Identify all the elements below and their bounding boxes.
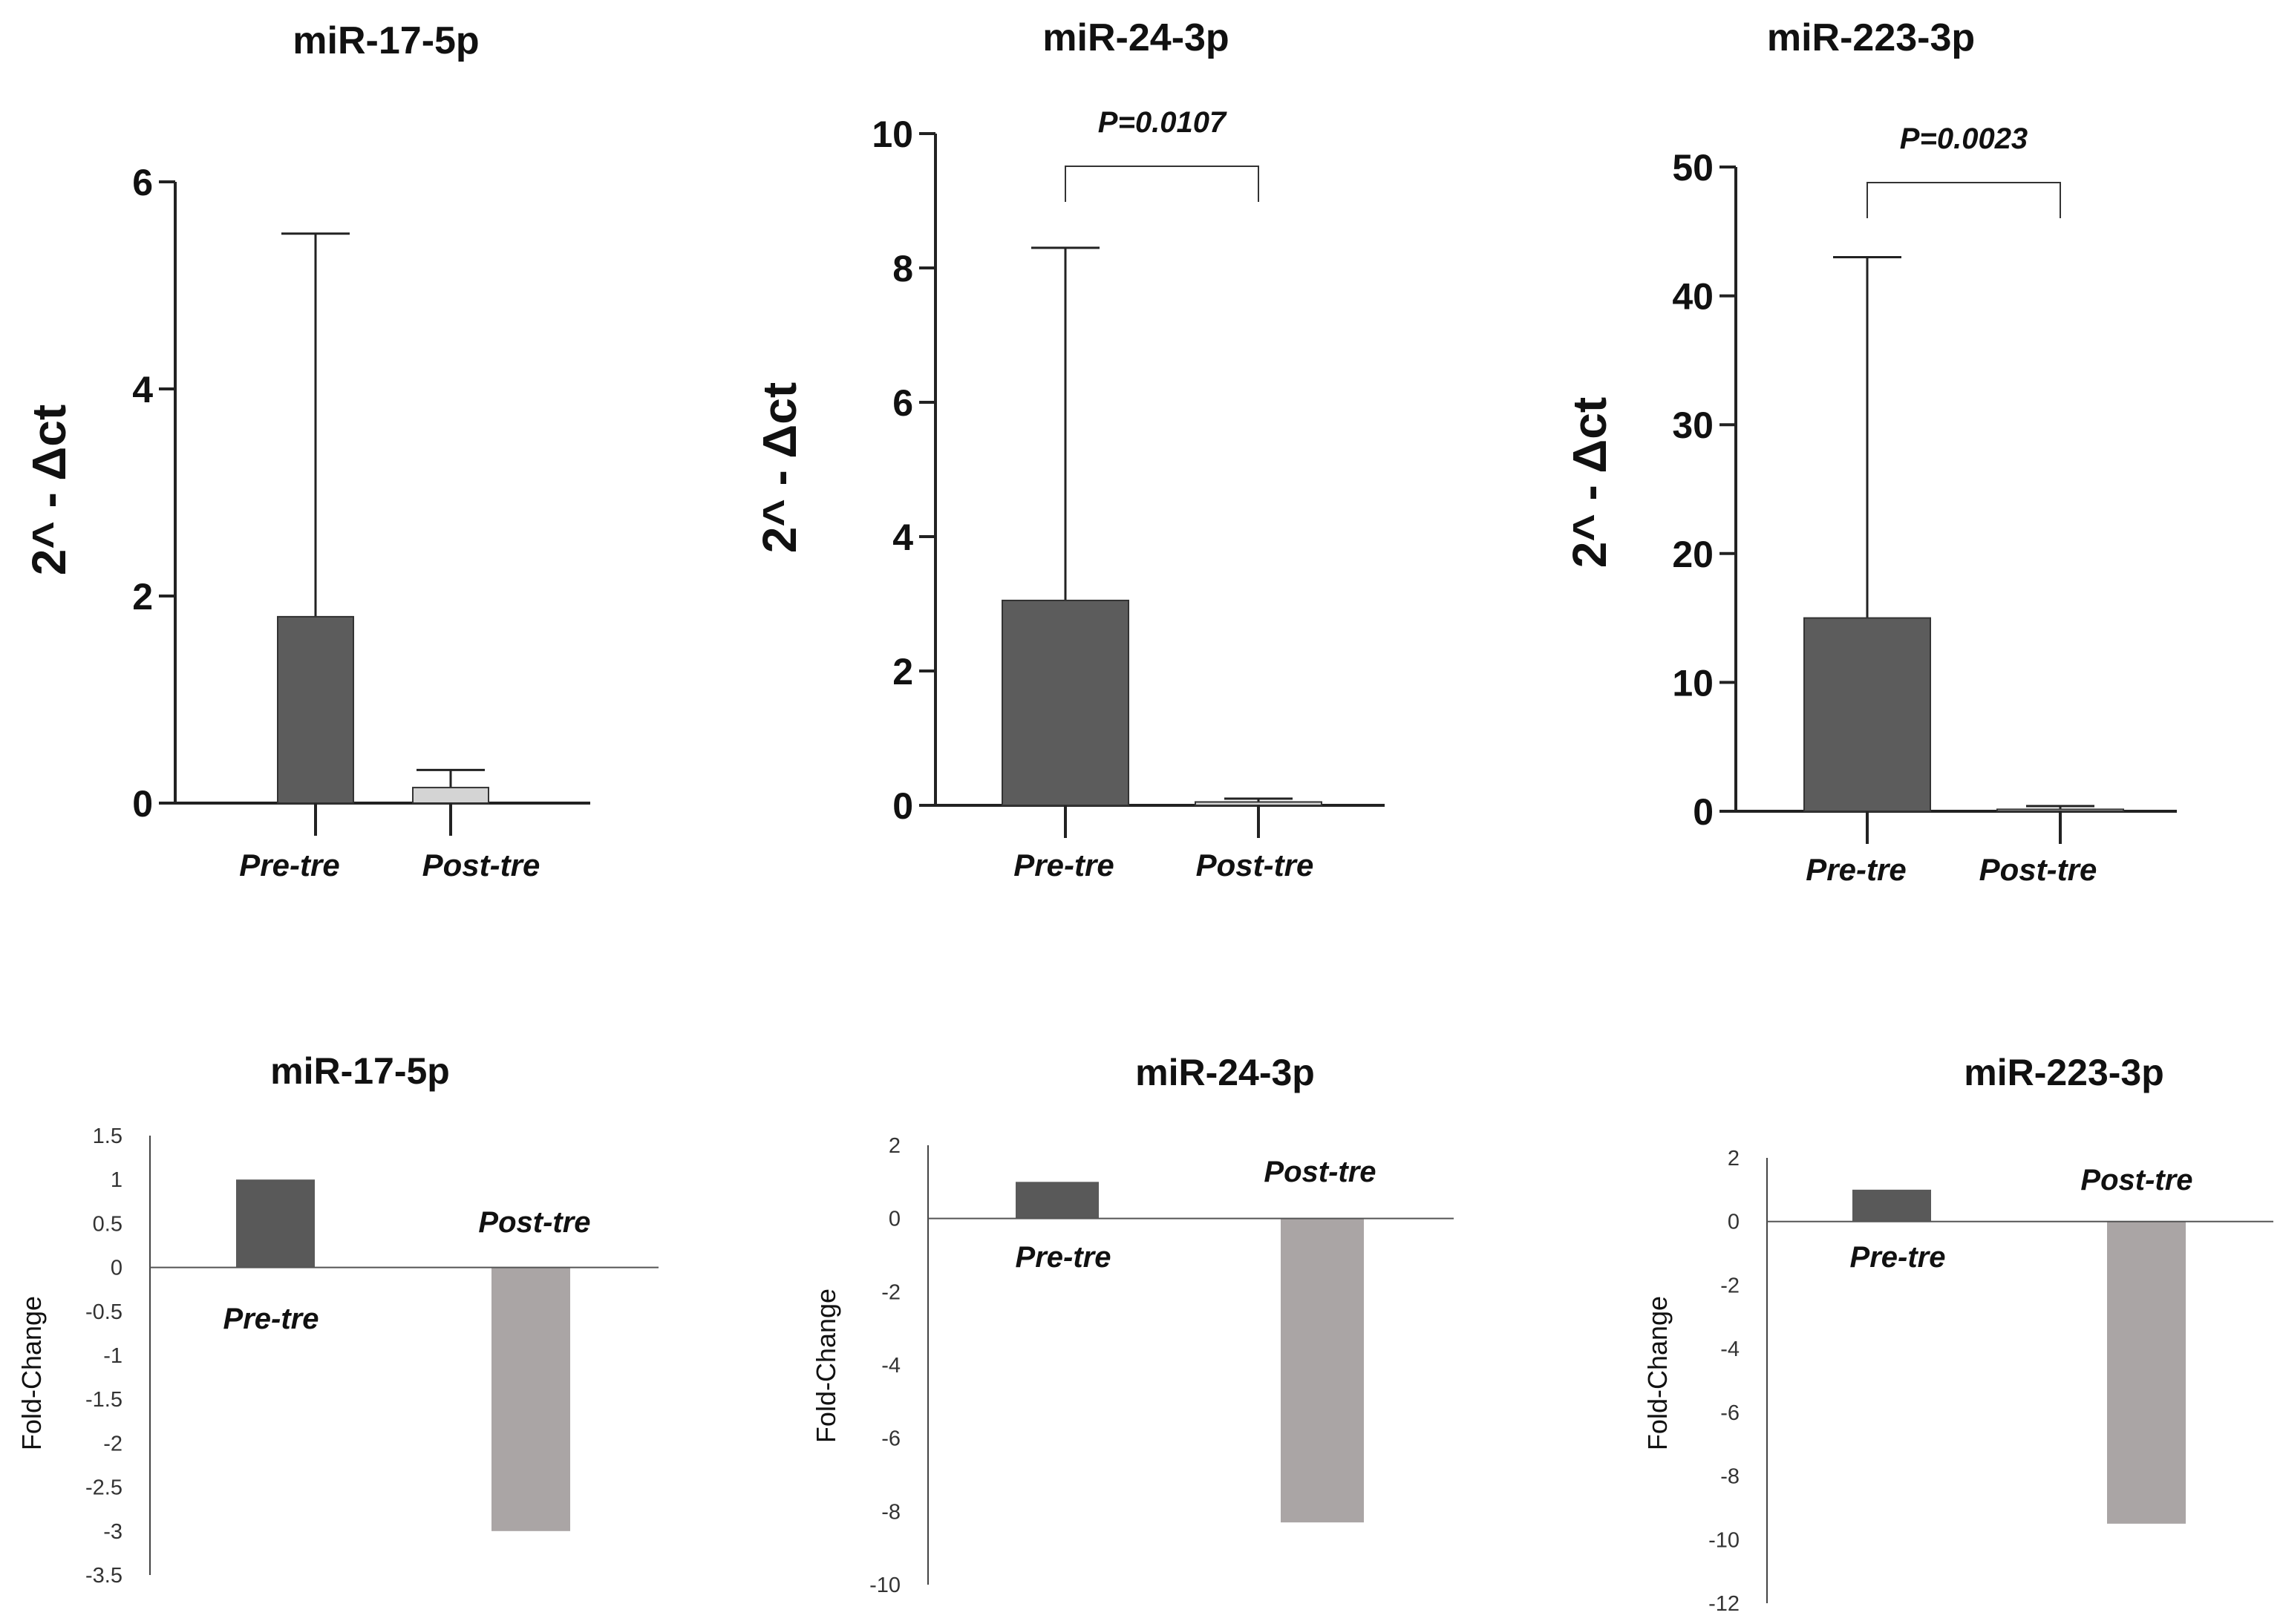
chart-title: miR-223-3p bbox=[1964, 1052, 2164, 1093]
y-tick-label: 0 bbox=[132, 783, 153, 825]
chart-title: miR-223-3p bbox=[1767, 16, 1975, 59]
y-tick-label: -4 bbox=[1720, 1337, 1740, 1361]
bar-pre-tre bbox=[1002, 599, 1129, 806]
y-axis-label: Fold-Change bbox=[16, 1296, 47, 1450]
chart-title: miR-24-3p bbox=[1135, 1052, 1315, 1093]
significance-bracket bbox=[1866, 182, 2061, 218]
y-tick-label: 10 bbox=[872, 114, 913, 155]
bar-pre-tre bbox=[1852, 1189, 1931, 1222]
bar-post-tre bbox=[1195, 801, 1322, 806]
y-tick-label: 2 bbox=[132, 576, 153, 618]
chart-panel-4: miR-17-5p Fold-Change 1.5 1 0.5 0 -0.5 -1 -1.5 -2… bbox=[16, 1050, 659, 1588]
chart-title: miR-24-3p bbox=[1042, 16, 1229, 59]
y-tick-label: -2 bbox=[881, 1280, 901, 1304]
y-tick-label: 10 bbox=[1672, 662, 1714, 704]
chart-panel-3: miR-223-3p 2^ - Δct 0 10 20 30 40 50 Pre-tre Post… bbox=[1563, 16, 2177, 887]
chart-panel-6: miR-223-3p Fold-Change 2 0 -2 -4 -6 -8 -10 -12 Pre… bbox=[1642, 1052, 2273, 1616]
y-tick-label: 30 bbox=[1672, 405, 1714, 446]
bar-pre-tre bbox=[277, 615, 354, 805]
y-tick-label: -2 bbox=[1720, 1274, 1740, 1297]
y-axis-label: 2^ - Δct bbox=[753, 382, 806, 553]
x-category-label: Pre-tre bbox=[1850, 1241, 1946, 1274]
y-tick-label: -3 bbox=[103, 1520, 123, 1544]
y-tick-label: 2 bbox=[889, 1134, 901, 1158]
y-tick-label: -3.5 bbox=[85, 1564, 123, 1588]
x-category-label: Pre-tre bbox=[239, 848, 339, 883]
y-axis-label: Fold-Change bbox=[811, 1289, 841, 1443]
y-tick-label: 4 bbox=[132, 369, 153, 410]
y-tick-label: 1 bbox=[111, 1168, 123, 1192]
y-tick-label: 2 bbox=[1728, 1147, 1740, 1170]
y-tick-label: 0 bbox=[889, 1208, 901, 1231]
y-tick-label: -1 bbox=[103, 1344, 123, 1368]
y-axis-label: 2^ - Δct bbox=[1563, 397, 1616, 568]
y-tick-label: 6 bbox=[892, 382, 913, 424]
y-tick-label: -2 bbox=[103, 1432, 123, 1456]
bar-post-tre bbox=[1281, 1218, 1364, 1523]
x-category-label: Post-tre bbox=[1979, 852, 2097, 887]
bar-post-tre bbox=[1996, 808, 2124, 812]
y-tick-label: -0.5 bbox=[85, 1300, 123, 1324]
y-tick-label: 50 bbox=[1672, 147, 1714, 189]
chart-title: miR-17-5p bbox=[293, 19, 479, 62]
chart-panel-5: miR-24-3p Fold-Change 2 0 -2 -4 -6 -8 -10 Pre-tre… bbox=[811, 1052, 1454, 1597]
chart-panel-2: miR-24-3p 2^ - Δct 0 2 4 6 8 10 Pre-tre Post-tre P… bbox=[753, 16, 1385, 883]
p-value-label: P=0.0023 bbox=[1900, 122, 2028, 155]
y-tick-label: 20 bbox=[1672, 534, 1714, 575]
y-tick-label: -10 bbox=[869, 1574, 901, 1597]
x-category-label: Pre-tre bbox=[1016, 1241, 1111, 1274]
y-tick-label: 4 bbox=[892, 517, 913, 558]
y-tick-label: 0 bbox=[1693, 791, 1714, 833]
p-value-label: P=0.0107 bbox=[1098, 106, 1227, 139]
y-tick-label: 0 bbox=[1728, 1211, 1740, 1234]
bar-pre-tre bbox=[236, 1179, 315, 1268]
y-tick-label: 0.5 bbox=[93, 1212, 123, 1236]
y-tick-label: -4 bbox=[881, 1354, 901, 1378]
x-category-label: Post-tre bbox=[2080, 1164, 2192, 1196]
chart-title: miR-17-5p bbox=[270, 1050, 450, 1092]
x-category-label: Pre-tre bbox=[1806, 852, 1906, 887]
y-tick-label: -8 bbox=[1720, 1465, 1740, 1489]
x-category-label: Pre-tre bbox=[1013, 848, 1114, 883]
y-tick-label: -6 bbox=[1720, 1401, 1740, 1425]
y-tick-label: 0 bbox=[892, 785, 913, 827]
bar-pre-tre bbox=[1016, 1182, 1099, 1219]
y-tick-label: 2 bbox=[892, 651, 913, 693]
y-tick-label: -8 bbox=[881, 1500, 901, 1524]
significance-bracket bbox=[1065, 166, 1259, 202]
x-category-label: Post-tre bbox=[1264, 1156, 1376, 1188]
bar-post-tre bbox=[2107, 1221, 2186, 1524]
y-tick-label: 8 bbox=[892, 248, 913, 289]
bar-pre-tre bbox=[1803, 617, 1931, 812]
y-tick-label: 0 bbox=[111, 1257, 123, 1280]
x-category-label: Post-tre bbox=[1196, 848, 1314, 883]
y-tick-label: -1.5 bbox=[85, 1388, 123, 1412]
bar-post-tre bbox=[491, 1267, 570, 1531]
y-tick-label: -12 bbox=[1708, 1592, 1740, 1616]
y-tick-label: 1.5 bbox=[93, 1124, 123, 1148]
y-axis-label: Fold-Change bbox=[1642, 1296, 1673, 1450]
y-tick-label: -10 bbox=[1708, 1528, 1740, 1552]
x-category-label: Post-tre bbox=[422, 848, 540, 883]
x-category-label: Post-tre bbox=[478, 1206, 590, 1239]
y-tick-label: -2.5 bbox=[85, 1476, 123, 1500]
bar-post-tre bbox=[412, 787, 489, 804]
y-tick-label: -6 bbox=[881, 1427, 901, 1451]
x-category-label: Pre-tre bbox=[223, 1303, 319, 1335]
y-tick-label: 40 bbox=[1672, 276, 1714, 318]
y-axis-label: 2^ - Δct bbox=[22, 405, 76, 575]
chart-panel-1: miR-17-5p 2^ - Δct 0 2 4 6 Pre-tre Post-tre bbox=[22, 19, 590, 883]
y-tick-label: 6 bbox=[132, 162, 153, 203]
